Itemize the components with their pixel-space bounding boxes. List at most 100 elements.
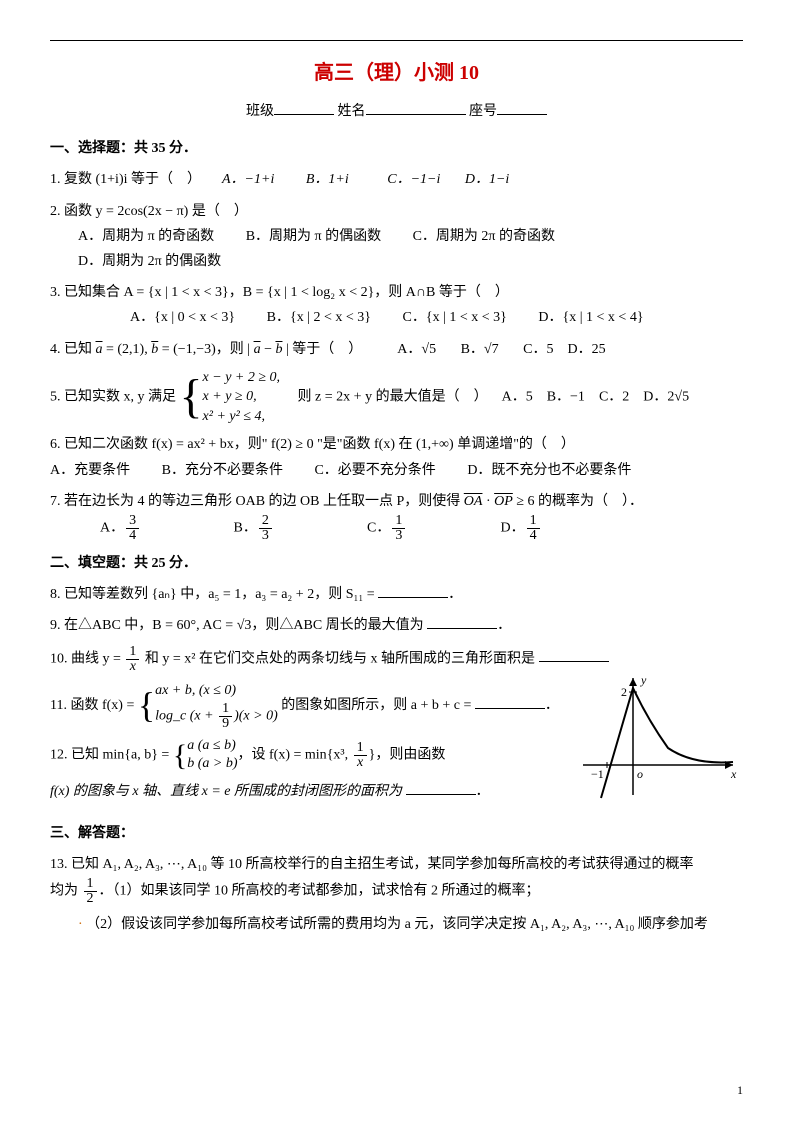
q4-eq3: | 等于（ ） — [282, 342, 362, 357]
q7-c-den: 3 — [392, 529, 405, 543]
section-3-header: 三、解答题： — [50, 821, 743, 846]
question-1: 1. 复数 (1+i)i 等于（ ） A．−1+i B．1+i C．−1−i D… — [50, 167, 743, 192]
q7-b-num: 2 — [259, 514, 272, 529]
q3-opt-b: B．{x | 2 < x < 3} — [267, 305, 371, 330]
question-8: 8. 已知等差数列 {aₙ} 中，a₅ = 1，a₃ = a₂ + 2，则 S₁… — [50, 582, 743, 607]
q9-text: 9. 在△ABC 中，B = 60°, AC = √3，则△ABC 周长的最大值… — [50, 618, 427, 633]
q8-blank[interactable] — [378, 584, 448, 598]
q6-options: A．充要条件 B．充分不必要条件 C．必要不充分条件 D．既不充分也不必要条件 — [50, 458, 743, 483]
q10-blank[interactable] — [539, 648, 609, 662]
question-5: 5. 已知实数 x, y 满足 { x − y + 2 ≥ 0, x + y ≥… — [50, 368, 743, 427]
q2-text: 2. 函数 y = 2cos(2x − π) 是（ ） — [50, 199, 743, 224]
q9-blank[interactable] — [427, 615, 497, 629]
q11-brace: { ax + b, (x ≤ 0) log_c (x + 19)(x > 0) — [138, 680, 278, 731]
q4-opt-d: D．25 — [567, 342, 605, 357]
q7-c-num: 1 — [392, 514, 405, 529]
name-blank[interactable] — [366, 101, 466, 115]
q7-vec-oa: OA — [464, 494, 483, 509]
seat-blank[interactable] — [497, 101, 547, 115]
q10-post: 和 y = x² 在它们交点处的两条切线与 x 轴所围成的三角形面积是 — [141, 651, 538, 666]
q3-opt-d: D．{x | 1 < x < 4} — [538, 305, 643, 330]
q13-line3: · （2）假设该同学参加每所高校考试所需的费用均为 a 元，该同学决定按 A₁,… — [78, 912, 743, 937]
q7-post: ≥ 6 的概率为（ ）． — [513, 494, 643, 509]
q12-pre: 12. 已知 min{a, b} = — [50, 747, 173, 762]
q7-d-num: 1 — [527, 514, 540, 529]
q2-opt-a: A．周期为 π 的奇函数 — [78, 224, 214, 249]
q5-opt-c: C．2 — [599, 389, 629, 404]
q12-post: ，则由函数 — [375, 747, 445, 762]
q6-opt-d: D．既不充分也不必要条件 — [467, 458, 631, 483]
class-blank[interactable] — [274, 101, 334, 115]
q11-post: 的图象如图所示，则 a + b + c = — [281, 698, 475, 713]
q12-brace: { a (a ≤ b) b (a > b) — [173, 737, 238, 773]
q5-cond1: x − y + 2 ≥ 0, — [203, 368, 281, 388]
q5-cond3: x² + y² ≤ 4, — [203, 407, 281, 427]
q6-opt-a: A．充要条件 — [50, 458, 130, 483]
q10-den: x — [126, 660, 139, 674]
q5-cond2: x + y ≥ 0, — [203, 387, 281, 407]
question-12-cont: f(x) 的图象与 x 轴、直线 x = e 所围成的封闭图形的面积为 ． — [50, 779, 743, 804]
question-3: 3. 已知集合 A = {x | 1 < x < 3}，B = {x | 1 <… — [50, 280, 743, 330]
q2-opt-d: D．周期为 2π 的偶函数 — [78, 249, 221, 274]
q10-pre: 10. 曲线 y = — [50, 651, 124, 666]
q4-opt-b: B．√7 — [461, 342, 499, 357]
q8-text: 8. 已知等差数列 {aₙ} 中，a₅ = 1，a₃ = a₂ + 2，则 S₁… — [50, 587, 378, 602]
q7-pre: 7. 若在边长为 4 的等边三角形 OAB 的边 OB 上任取一点 P，则使得 — [50, 494, 464, 509]
q4-eq1: = (2,1), — [103, 342, 152, 357]
q7-a-label: A． — [100, 521, 124, 536]
fig-val-2: 2 — [621, 685, 627, 699]
student-info-line: 班级 姓名 座号 — [50, 99, 743, 124]
q1-opt-a: A．−1+i — [222, 172, 274, 187]
q11-pre: 11. 函数 f(x) = — [50, 698, 138, 713]
q7-vec-op: OP — [494, 494, 513, 509]
q13-line2: 均为 12．（1）如果该同学 10 所高校的考试都参加，试求恰有 2 所通过的概… — [50, 877, 743, 906]
top-rule — [50, 40, 743, 41]
q4-vec-a: a — [96, 342, 103, 357]
q7-options: A．34 B．23 C．13 D．14 — [100, 514, 743, 543]
q5-post: 则 z = 2x + y 的最大值是（ ） — [284, 389, 488, 404]
q7-c-label: C． — [367, 521, 390, 536]
q7-d-den: 4 — [527, 529, 540, 543]
q6-opt-c: C．必要不充分条件 — [314, 458, 435, 483]
q7-d-label: D． — [501, 521, 525, 536]
q2-opt-b: B．周期为 π 的偶函数 — [246, 224, 381, 249]
q3-opt-a: A．{x | 0 < x < 3} — [130, 305, 235, 330]
q12-below: f(x) 的图象与 x 轴、直线 x = e 所围成的封闭图形的面积为 — [50, 784, 406, 799]
q12-case2: b (a > b) — [187, 755, 237, 773]
section-1-header: 一、选择题：共 35 分． — [50, 136, 743, 161]
q4-pre: 4. 已知 — [50, 342, 96, 357]
question-6: 6. 已知二次函数 f(x) = ax² + bx，则" f(2) ≥ 0 "是… — [50, 432, 743, 482]
q7-b-label: B． — [234, 521, 257, 536]
q12-case1: a (a ≤ b) — [187, 737, 237, 755]
name-label: 姓名 — [338, 104, 366, 119]
page-number: 1 — [737, 1080, 743, 1102]
q11-blank[interactable] — [475, 695, 545, 709]
q2-opt-c: C．周期为 2π 的奇函数 — [413, 224, 555, 249]
q7-dot: · — [482, 494, 494, 509]
q1-opt-b: B．1+i — [306, 172, 349, 187]
q4-opt-a: A．√5 — [397, 342, 436, 357]
q3-options: A．{x | 0 < x < 3} B．{x | 2 < x < 3} C．{x… — [130, 305, 743, 330]
seat-label: 座号 — [469, 104, 497, 119]
q1-opt-c: C．−1−i — [387, 172, 440, 187]
question-4: 4. 已知 a = (2,1), b = (−1,−3)，则 | a − b |… — [50, 337, 743, 362]
question-9: 9. 在△ABC 中，B = 60°, AC = √3，则△ABC 周长的最大值… — [50, 613, 743, 638]
q11-case2: log_c (x + 19)(x > 0) — [155, 702, 278, 731]
q5-opt-b: B．−1 — [547, 389, 585, 404]
q6-text: 6. 已知二次函数 f(x) = ax² + bx，则" f(2) ≥ 0 "是… — [50, 432, 743, 457]
q3-text: 3. 已知集合 A = {x | 1 < x < 3}，B = {x | 1 <… — [50, 280, 743, 305]
q2-options: A．周期为 π 的奇函数 B．周期为 π 的偶函数 C．周期为 2π 的奇函数 … — [78, 224, 743, 274]
q12-blank[interactable] — [406, 781, 476, 795]
q1-text: 1. 复数 (1+i)i 等于（ ） — [50, 172, 201, 187]
page-title: 高三（理）小测 10 — [50, 55, 743, 91]
class-label: 班级 — [246, 104, 274, 119]
q5-brace: { x − y + 2 ≥ 0, x + y ≥ 0, x² + y² ≤ 4, — [180, 368, 281, 427]
q3-opt-c: C．{x | 1 < x < 3} — [403, 305, 507, 330]
q5-pre: 5. 已知实数 x, y 满足 — [50, 389, 180, 404]
q12-set-num: 1 — [354, 741, 367, 756]
q4-minus: − — [261, 342, 276, 357]
q5-opt-d: D．2√5 — [643, 389, 689, 404]
fig-y-label: y — [640, 673, 647, 687]
q12-set-pre: {x³, — [327, 747, 352, 762]
q11-case1: ax + b, (x ≤ 0) — [155, 680, 278, 702]
